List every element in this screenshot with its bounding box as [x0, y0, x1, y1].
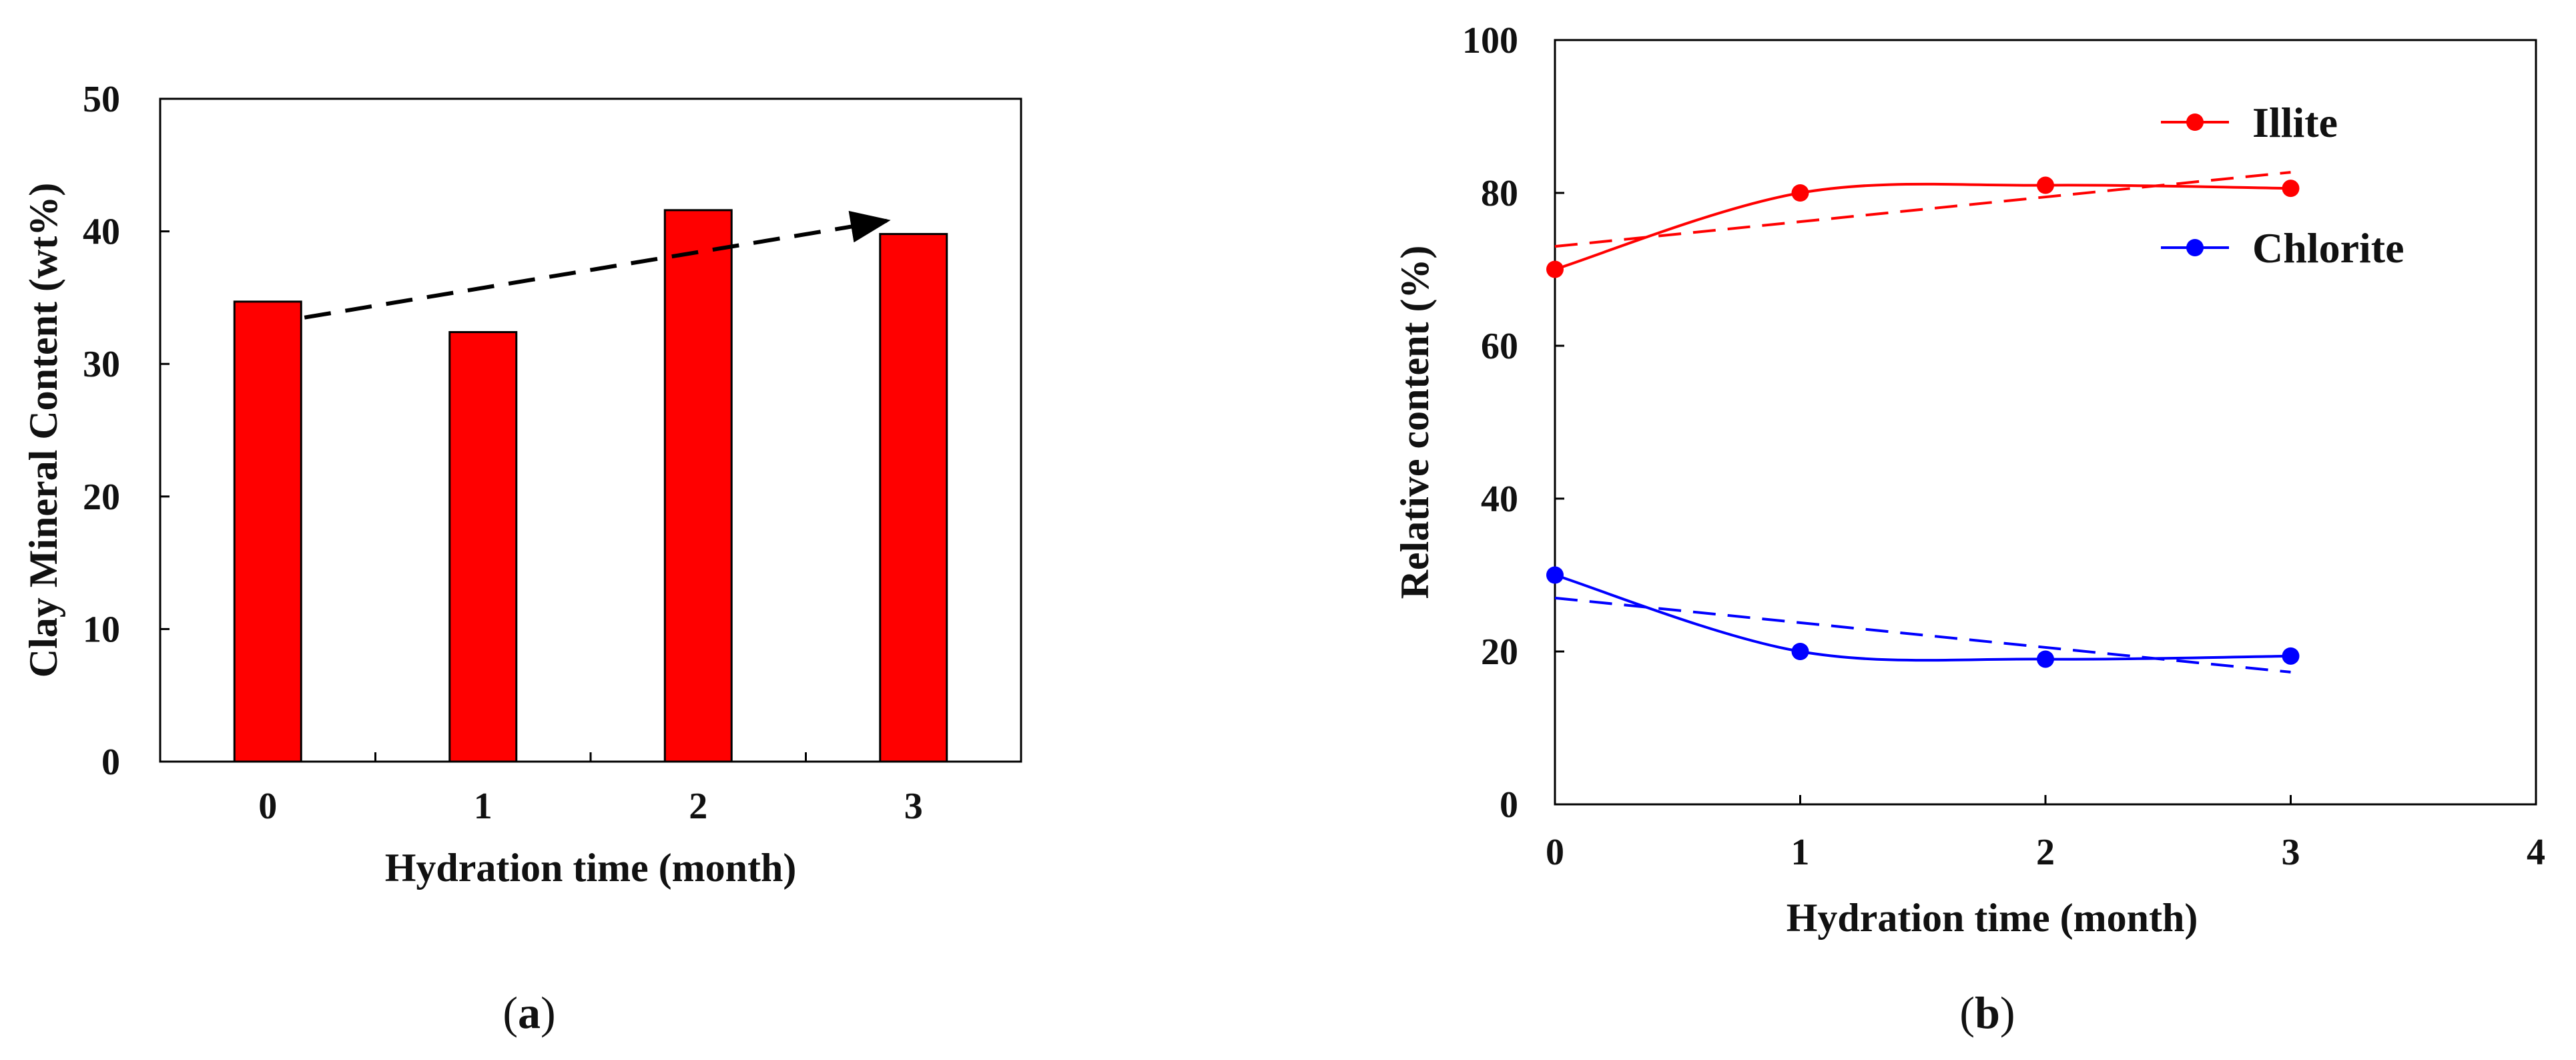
y-tick-label-b: 0 [1500, 784, 1518, 826]
x-tick-label-a: 0 [258, 786, 277, 827]
illite-series-line [1554, 182, 2291, 271]
chlorite-point-month-1 [1791, 643, 1809, 660]
bar-month-3 [879, 233, 948, 763]
x-tick-label-b: 1 [1791, 832, 1810, 873]
illite-trend-line [1554, 171, 2291, 248]
chlorite-legend-marker [2186, 239, 2204, 256]
x-tick-label-a: 1 [474, 786, 493, 827]
y-tick-label-b: 100 [1462, 20, 1518, 61]
illite-point-month-3 [2282, 180, 2300, 198]
chlorite-legend-label: Chlorite [2252, 224, 2404, 272]
bar-month-1 [448, 331, 518, 763]
panel-caption-b: (b) [1959, 987, 2015, 1038]
illite-point-month-1 [1791, 184, 1809, 202]
panel-a-bar-chart: 0 10 20 30 40 50 0 1 2 3 Hydration time (month) C… [21, 79, 1022, 1038]
panel-caption-letter-a: a [518, 987, 541, 1038]
chlorite-point-month-0 [1546, 566, 1564, 584]
y-tick-label-b: 80 [1481, 173, 1518, 214]
y-tick-label-b: 40 [1481, 479, 1518, 520]
x-tick-label-a: 3 [904, 786, 923, 827]
panel-caption-letter-b: b [1975, 987, 2000, 1038]
panel-caption-a: (a) [503, 987, 555, 1038]
y-tick-label-a: 10 [83, 609, 120, 650]
y-tick-label-a: 20 [83, 477, 120, 518]
x-tick-label-b: 2 [2036, 832, 2055, 873]
y-tick-label-b: 60 [1481, 326, 1518, 367]
legend: Illite Chlorite [2161, 99, 2404, 272]
panel-b-line-chart: 0 20 40 60 80 100 0 1 2 3 4 Illite Chlorite Hydrati… [1393, 20, 2545, 1038]
y-tick-label-a: 30 [83, 344, 120, 385]
x-tick-label-b: 3 [2282, 832, 2300, 873]
y-axis-title-a: Clay Mineral Content (wt%) [21, 183, 65, 678]
x-tick-label-b: 0 [1546, 832, 1564, 873]
bar-month-2 [663, 209, 733, 763]
y-axis-title-b: Relative content (%) [1393, 246, 1437, 599]
illite-point-month-0 [1546, 260, 1564, 278]
illite-point-month-2 [2037, 176, 2054, 194]
illite-legend-marker [2186, 113, 2204, 131]
x-tick-label-a: 2 [689, 786, 707, 827]
chlorite-trend-line [1554, 596, 2291, 674]
y-tick-label-b: 20 [1481, 631, 1518, 673]
chlorite-point-month-2 [2037, 650, 2054, 668]
bar-month-0 [233, 300, 302, 763]
x-axis-title-a: Hydration time (month) [385, 846, 797, 890]
x-axis-title-b: Hydration time (month) [1787, 896, 2198, 940]
chlorite-series-line [1554, 573, 2291, 662]
y-tick-label-a: 0 [101, 742, 120, 783]
chlorite-point-month-3 [2282, 647, 2300, 665]
y-tick-label-a: 40 [83, 212, 120, 253]
illite-legend-label: Illite [2252, 99, 2338, 146]
trend-arrow [304, 210, 891, 320]
plot-frame-b [1554, 39, 2537, 806]
x-tick-label-b: 4 [2527, 832, 2545, 873]
y-tick-label-a: 50 [83, 79, 120, 120]
